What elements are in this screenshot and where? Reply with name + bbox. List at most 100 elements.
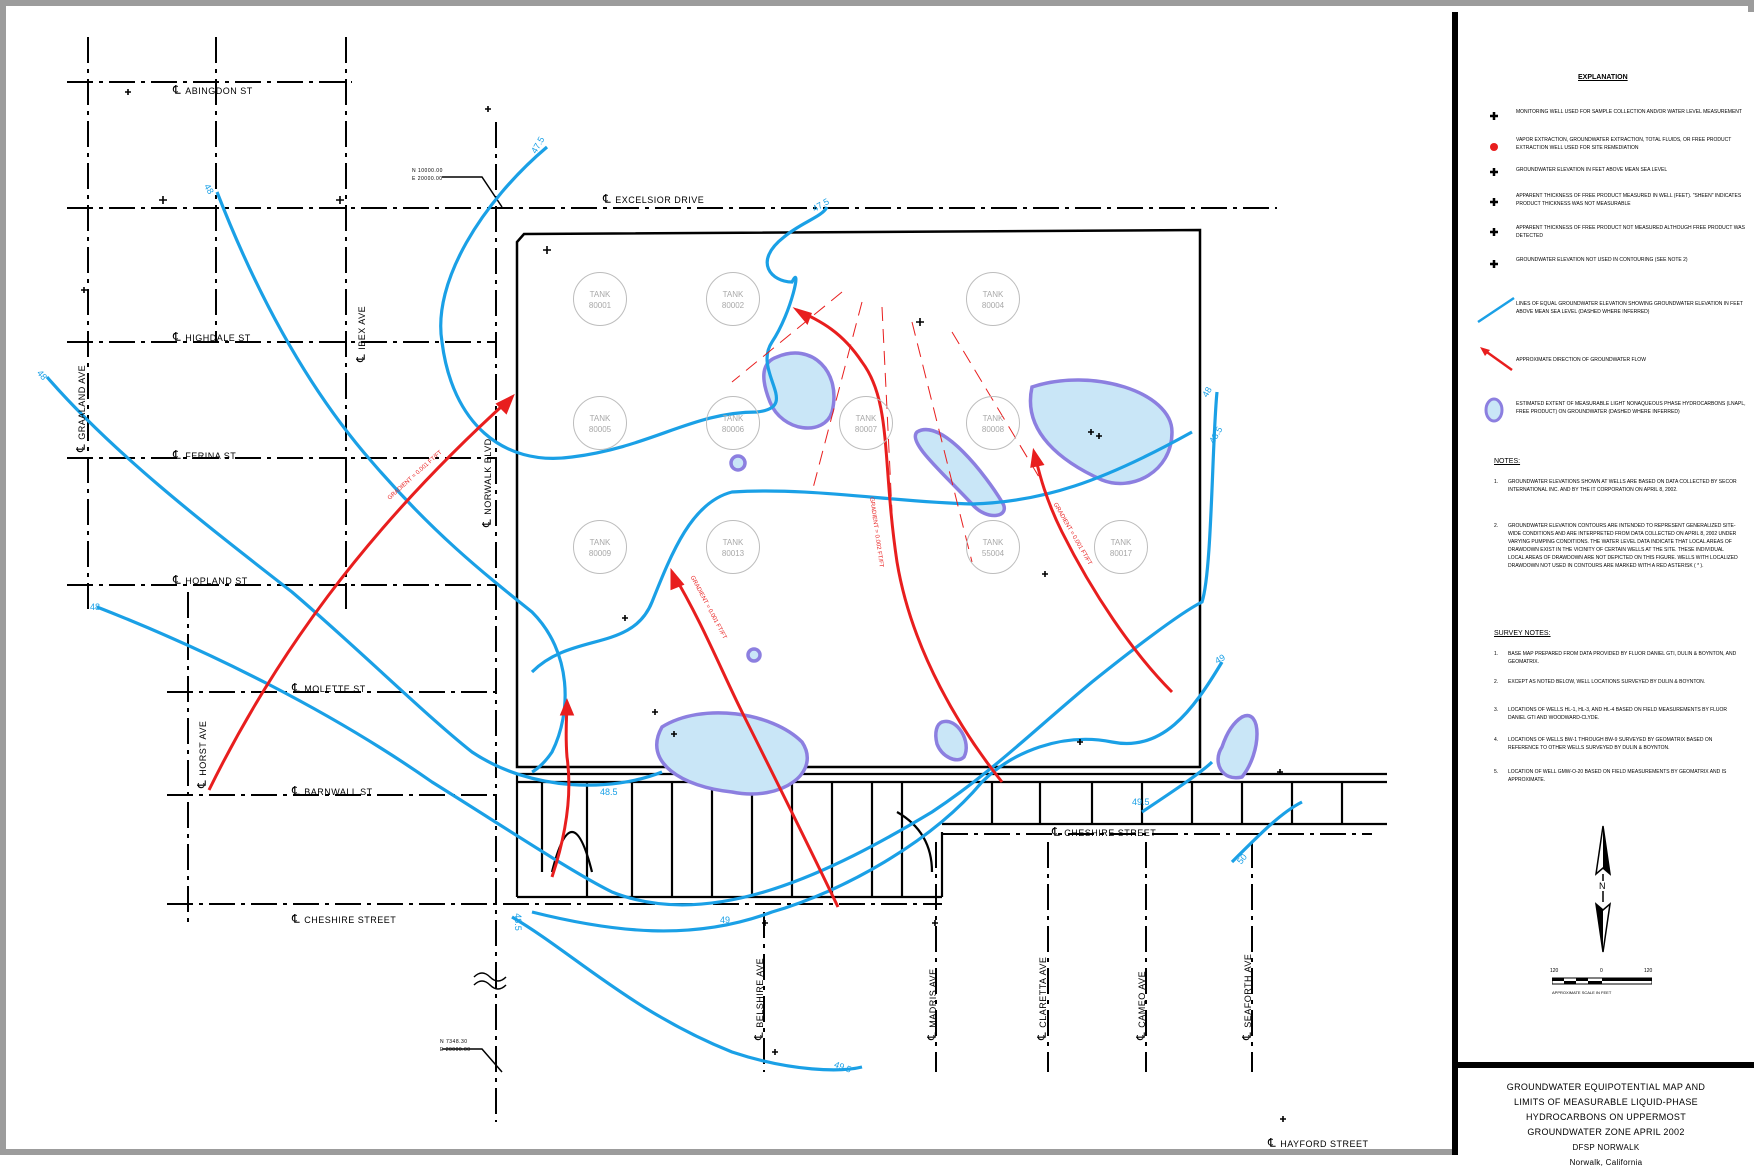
street-barnwall: ℄ BARNWALL ST bbox=[292, 784, 373, 798]
notes-heading: NOTES: bbox=[1494, 458, 1521, 465]
legend-not-contoured: GROUNDWATER ELEVATION NOT USED IN CONTOU… bbox=[1516, 257, 1688, 263]
street-ibex: ℄IBEX AVE bbox=[354, 305, 368, 362]
street-centerlines bbox=[67, 37, 1372, 1122]
tank-80013: TANK 80013 bbox=[706, 520, 760, 574]
contour-label: 48.5 bbox=[600, 787, 618, 797]
red-dashed-guides bbox=[731, 291, 1043, 563]
street-cameo: ℄CAMEO AVE bbox=[1134, 970, 1148, 1040]
elevation-well-icon bbox=[1490, 168, 1498, 176]
tank-80008: TANK 80008 bbox=[966, 396, 1020, 450]
legend-lnapl-extent: ESTIMATED EXTENT OF MEASURABLE LIGHT NON… bbox=[1516, 401, 1746, 415]
map-canvas bbox=[45, 37, 1387, 1122]
lnapl-plume-6 bbox=[1216, 713, 1259, 780]
lnapl-plume-5 bbox=[934, 719, 968, 762]
coord-east-top: E 20000.00 bbox=[412, 176, 443, 182]
flow-arrow-2 bbox=[670, 571, 840, 908]
contour-label: 48.5 bbox=[512, 913, 523, 931]
lnapl-plume-7 bbox=[729, 454, 747, 472]
tank-55004: TANK 55004 bbox=[966, 520, 1020, 574]
lnapl-extent-icon bbox=[1484, 397, 1504, 423]
street-hopland: ℄ HOPLAND ST bbox=[173, 573, 248, 587]
title-block: GROUNDWATER EQUIPOTENTIAL MAP AND LIMITS… bbox=[1458, 1062, 1754, 1167]
street-belshire: ℄BELSHIRE AVE bbox=[752, 957, 766, 1040]
contour-48-a bbox=[215, 191, 567, 774]
street-cheshire-west: ℄ CHESHIRE STREET bbox=[292, 912, 397, 926]
north-arrow-icon bbox=[1594, 825, 1612, 953]
street-ferina: ℄ FERINA ST bbox=[173, 448, 237, 462]
tank-80017: TANK 80017 bbox=[1094, 520, 1148, 574]
legend-contour-line: LINES OF EQUAL GROUNDWATER ELEVATION SHO… bbox=[1516, 301, 1743, 315]
well-markers bbox=[81, 89, 1286, 1122]
scale-tick-right: 120 bbox=[1644, 968, 1653, 974]
contour-49 bbox=[531, 661, 1224, 933]
north-letter: N bbox=[1599, 881, 1606, 891]
title-line-1: GROUNDWATER EQUIPOTENTIAL MAP AND bbox=[1506, 1082, 1706, 1092]
lnapl-plume-3 bbox=[913, 428, 1006, 518]
flow-arrow-3 bbox=[796, 308, 1004, 783]
legend-extraction-well: VAPOR EXTRACTION, GROUNDWATER EXTRACTION… bbox=[1516, 137, 1732, 151]
map-area: ℄ ABINGDON ST ℄ EXCELSIOR DRIVE ℄ HIGHDALE … bbox=[12, 12, 1452, 1155]
title-line-2: LIMITS OF MEASURABLE LIQUID-PHASE bbox=[1514, 1097, 1698, 1107]
contour-label: 48 bbox=[90, 602, 101, 612]
scale-caption: APPROXIMATE SCALE IN FEET bbox=[1552, 990, 1612, 995]
lnapl-plumes bbox=[655, 351, 1259, 796]
contour-49-5-b bbox=[1141, 760, 1214, 814]
break-symbol bbox=[473, 972, 507, 990]
street-abingdon: ℄ ABINGDON ST bbox=[173, 83, 253, 97]
residential-blocks bbox=[515, 772, 1387, 899]
extraction-well-icon bbox=[1490, 143, 1498, 151]
legend-flow-arrow: APPROXIMATE DIRECTION OF GROUNDWATER FLO… bbox=[1516, 357, 1646, 363]
tank-80006: TANK 80006 bbox=[706, 396, 760, 450]
tank-80004: TANK 80004 bbox=[966, 272, 1020, 326]
coord-north-top: N 10000.00 bbox=[412, 168, 443, 174]
coord-east-bottom: E 20000.00 bbox=[440, 1047, 471, 1053]
street-cheshire-east: ℄ CHESHIRE STREET bbox=[1052, 825, 1157, 839]
contour-48-5 bbox=[96, 391, 1219, 907]
street-claretta: ℄CLARETTA AVE bbox=[1035, 956, 1049, 1040]
title-line-5: DFSP NORWALK bbox=[1572, 1143, 1640, 1152]
groundwater-flow-arrows bbox=[207, 307, 1174, 908]
title-line-6: Norwalk, California bbox=[1569, 1158, 1643, 1167]
street-madris: ℄MADRIS AVE bbox=[925, 968, 939, 1040]
contour-label: 49.5 bbox=[1132, 797, 1150, 807]
flow-arrow-icon bbox=[1480, 347, 1513, 372]
street-excelsior: ℄ EXCELSIOR DRIVE bbox=[603, 192, 705, 206]
contour-48-b bbox=[45, 375, 663, 787]
monitoring-well-icon bbox=[1490, 112, 1498, 120]
contour-label: 49 bbox=[720, 915, 731, 925]
street-seaforth: ℄SEAFORTH AVE bbox=[1240, 953, 1254, 1040]
groundwater-contours bbox=[45, 145, 1303, 1072]
legend-free-product: APPARENT THICKNESS OF FREE PRODUCT MEASU… bbox=[1516, 193, 1742, 207]
title-line-4: GROUNDWATER ZONE APRIL 2002 bbox=[1527, 1127, 1685, 1137]
coord-leader-top bbox=[442, 176, 503, 208]
lnapl-plume-2 bbox=[1028, 378, 1174, 486]
contour-50 bbox=[1230, 800, 1303, 864]
flow-arrow-4 bbox=[1032, 451, 1174, 694]
site-boundary bbox=[515, 228, 1202, 769]
street-highdale: ℄ HIGHDALE ST bbox=[173, 330, 251, 344]
free-product-unmeasured-icon bbox=[1490, 228, 1498, 236]
contour-line-icon bbox=[1477, 296, 1515, 324]
flow-arrow-5 bbox=[550, 701, 571, 878]
legend-monitoring-well: MONITORING WELL USED FOR SAMPLE COLLECTI… bbox=[1516, 109, 1742, 115]
coord-leader-bottom bbox=[442, 1048, 503, 1073]
scale-tick-mid: 0 bbox=[1600, 968, 1603, 974]
street-horst: ℄HORST AVE bbox=[195, 720, 209, 788]
scale-tick-left: 120 bbox=[1550, 968, 1559, 974]
legend-title: EXPLANATION bbox=[1578, 74, 1628, 81]
coord-north-bottom: N 7348.30 bbox=[440, 1039, 468, 1045]
lnapl-plume-4 bbox=[655, 711, 809, 796]
lnapl-plume-8 bbox=[746, 647, 762, 663]
scale-bar bbox=[1552, 977, 1652, 985]
street-graaland: ℄GRAALAND AVE bbox=[74, 364, 88, 452]
legend-panel: EXPLANATION MONITORING WELL USED FOR SAM… bbox=[1452, 12, 1754, 1167]
survey-notes-heading: SURVEY NOTES: bbox=[1494, 630, 1551, 637]
lnapl-plume-1 bbox=[762, 351, 836, 430]
tank-80005: TANK 80005 bbox=[573, 396, 627, 450]
tank-80009: TANK 80009 bbox=[573, 520, 627, 574]
legend-free-product-unmeasured: APPARENT THICKNESS OF FREE PRODUCT NOT M… bbox=[1516, 225, 1745, 239]
street-hayford: ℄ HAYFORD STREET bbox=[1268, 1136, 1369, 1150]
flow-arrow-1 bbox=[207, 395, 514, 791]
contour-49-5 bbox=[511, 915, 863, 1072]
